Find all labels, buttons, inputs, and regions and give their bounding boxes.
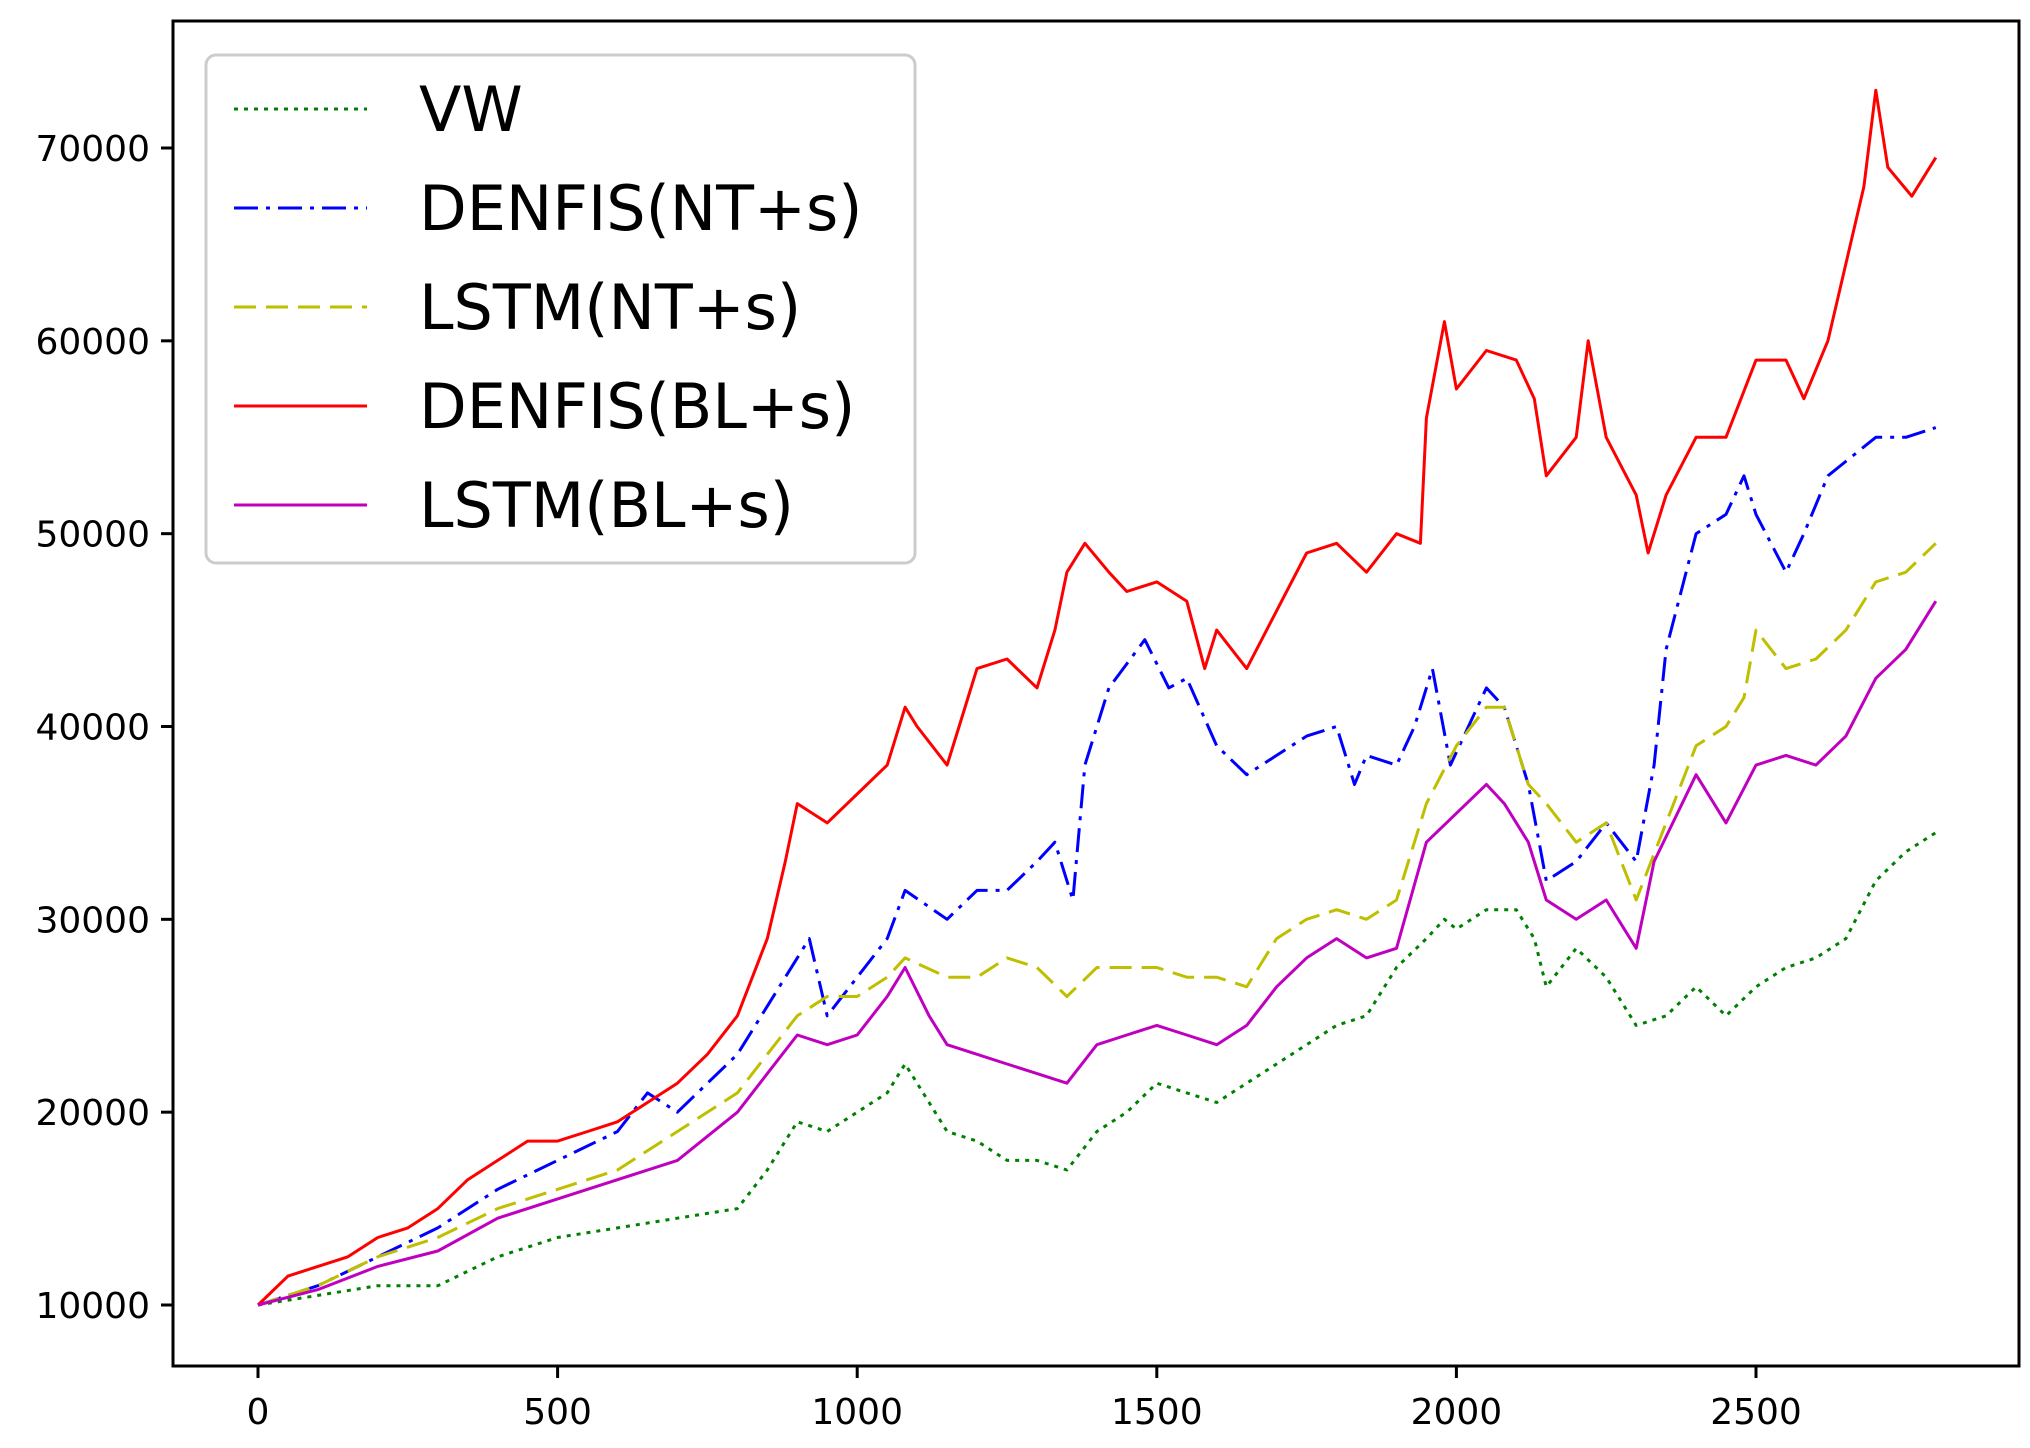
series-line-2 xyxy=(257,542,1937,1307)
legend-label: DENFIS(BL+s) xyxy=(419,370,855,443)
legend-label: VW xyxy=(419,73,523,146)
x-tick-label: 2000 xyxy=(1411,1392,1503,1433)
series-line-1 xyxy=(257,426,1937,1307)
x-tick-label: 2500 xyxy=(1710,1392,1802,1433)
y-tick-label: 70000 xyxy=(35,129,150,170)
series-line-0 xyxy=(257,831,1937,1307)
series-line-3 xyxy=(256,88,1938,1307)
legend-label: DENFIS(NT+s) xyxy=(419,172,862,245)
y-tick-label: 20000 xyxy=(35,1093,150,1134)
legend-box xyxy=(204,53,917,565)
x-axis: 0 500 1000 1500 2000 2500 xyxy=(247,1366,1802,1433)
legend: VW DENFIS(NT+s) LSTM(NT+s) DENFIS(BL+s) LSTM… xyxy=(204,53,917,565)
plot-frame xyxy=(171,19,2021,1368)
x-tick-label: 500 xyxy=(523,1392,592,1433)
y-tick-label: 60000 xyxy=(35,322,150,363)
y-tick-label: 10000 xyxy=(35,1286,150,1327)
y-tick-label: 50000 xyxy=(35,515,150,556)
y-axis: 10000 20000 30000 40000 50000 60000 70000 xyxy=(35,129,173,1327)
series-lines xyxy=(256,88,1938,1307)
y-tick-label: 40000 xyxy=(35,708,150,749)
x-tick-label: 1500 xyxy=(1111,1392,1203,1433)
x-tick-label: 0 xyxy=(247,1392,270,1433)
y-tick-label: 30000 xyxy=(35,900,150,941)
legend-label: LSTM(BL+s) xyxy=(419,469,794,542)
legend-label: LSTM(NT+s) xyxy=(419,271,801,344)
x-tick-label: 1000 xyxy=(811,1392,903,1433)
series-line-4 xyxy=(257,600,1938,1307)
